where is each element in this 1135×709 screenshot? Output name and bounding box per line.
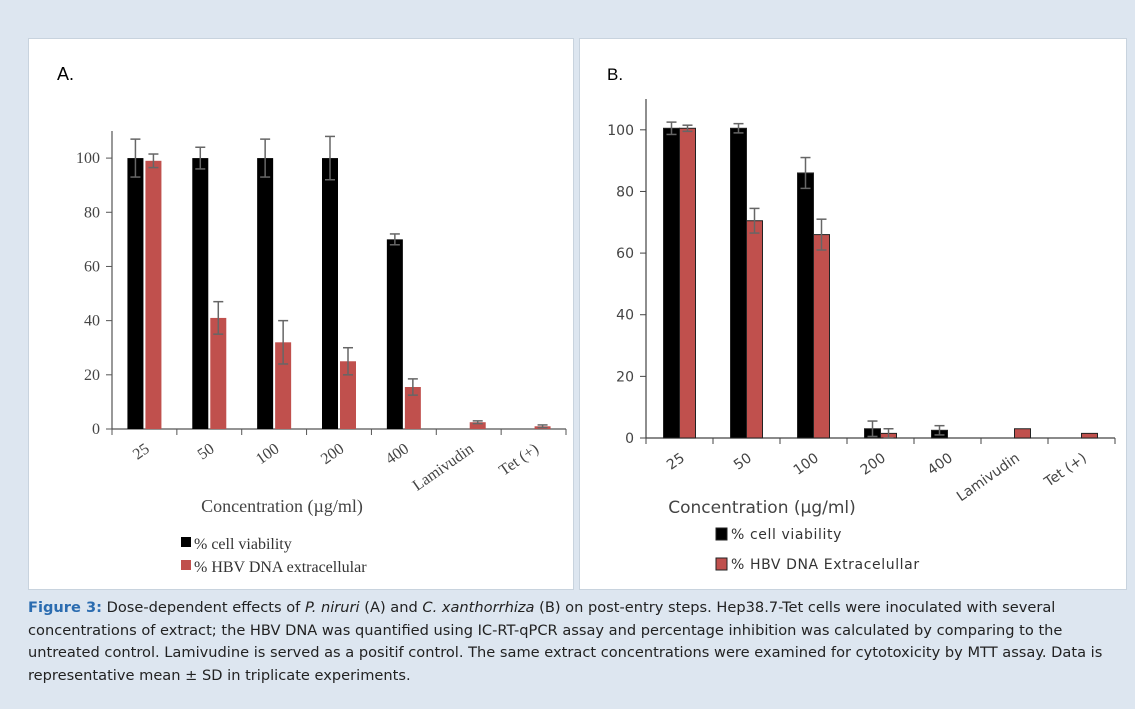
bar-hbv-dna (813, 234, 830, 439)
legend-label: % HBV DNA Extracelullar (731, 557, 920, 573)
x-axis-title: Concentration (µg/ml) (201, 496, 363, 517)
x-tick-label: 400 (925, 450, 956, 478)
y-tick-label: 100 (76, 150, 100, 167)
bar-hbv-dna (746, 220, 763, 439)
y-tick-label: 60 (616, 246, 634, 262)
bar-cell-viability (322, 158, 338, 429)
y-tick-label: 40 (84, 313, 100, 330)
y-tick-label: 0 (625, 431, 634, 447)
x-tick-label: Lamivudin (954, 450, 1023, 505)
bar-cell-viability (730, 127, 747, 439)
y-tick-label: 100 (607, 123, 634, 139)
bar-cell-viability (797, 172, 814, 439)
x-tick-label: 50 (195, 440, 218, 463)
x-tick-label: 200 (858, 450, 889, 478)
y-tick-label: 20 (616, 369, 634, 385)
legend-swatch (181, 537, 191, 547)
x-tick-label: 100 (791, 450, 822, 478)
bar-cell-viability (127, 158, 144, 429)
caption-species: C. xanthorrhiza (422, 599, 535, 616)
x-axis-title: Concentration (µg/ml) (668, 498, 856, 518)
bar-hbv-dna (404, 387, 421, 429)
panel-label: B. (607, 65, 623, 84)
bar-hbv-dna (340, 361, 356, 429)
bar-cell-viability (663, 127, 680, 439)
bar-hbv-dna (679, 127, 696, 439)
chart-panel-b: B. 0 20 40 60 80 100 25 50 100 200 400 Lamivudin Tet … (579, 38, 1127, 590)
caption-species: P. niruri (304, 599, 360, 616)
x-tick-label: Tet (+) (496, 440, 542, 479)
y-tick-label: 80 (84, 204, 100, 221)
bar-cell-viability (257, 158, 274, 429)
bar-hbv-dna (469, 422, 486, 429)
x-tick-label: 100 (253, 440, 282, 468)
bar-hbv-dna (1014, 428, 1031, 439)
legend-swatch (181, 560, 191, 570)
legend-swatch (715, 527, 728, 541)
legend-label: % cell viability (194, 536, 292, 553)
bar-hbv-dna (210, 317, 227, 429)
x-tick-label: 200 (318, 440, 347, 468)
legend-swatch (715, 557, 728, 571)
x-tick-label: 400 (383, 440, 412, 468)
legend-label: % cell viability (731, 527, 842, 543)
x-tick-label: Tet (+) (1041, 450, 1090, 491)
x-tick-label: 50 (731, 450, 755, 473)
panel-label: A. (57, 64, 74, 84)
y-tick-label: 80 (616, 184, 634, 200)
y-tick-label: 60 (84, 258, 100, 275)
caption-text: (A) and (359, 599, 423, 616)
caption-label: Figure 3: (28, 599, 102, 616)
x-tick-label: Lamivudin (410, 440, 477, 494)
caption-text: Dose-dependent effects of (101, 599, 305, 616)
bar-cell-viability (386, 239, 403, 429)
x-tick-label: 25 (664, 450, 688, 473)
chart-panel-a: A. 0 20 40 60 80 100 25 50 100 200 400 Lamivudin Tet … (28, 38, 574, 590)
y-tick-label: 20 (84, 367, 100, 384)
legend-label: % HBV DNA extracellular (194, 559, 367, 576)
bar-hbv-dna (1081, 432, 1098, 439)
x-tick-label: 25 (130, 440, 153, 463)
bar-hbv-dna (145, 160, 162, 430)
bar-cell-viability (192, 158, 209, 429)
caption-text: (B) on post-entry steps. Hep38.7-Tet cel… (28, 599, 1103, 684)
figure-caption: Figure 3: Dose-dependent effects of P. n… (28, 597, 1128, 687)
y-tick-label: 0 (92, 421, 100, 438)
y-tick-label: 40 (616, 308, 634, 324)
